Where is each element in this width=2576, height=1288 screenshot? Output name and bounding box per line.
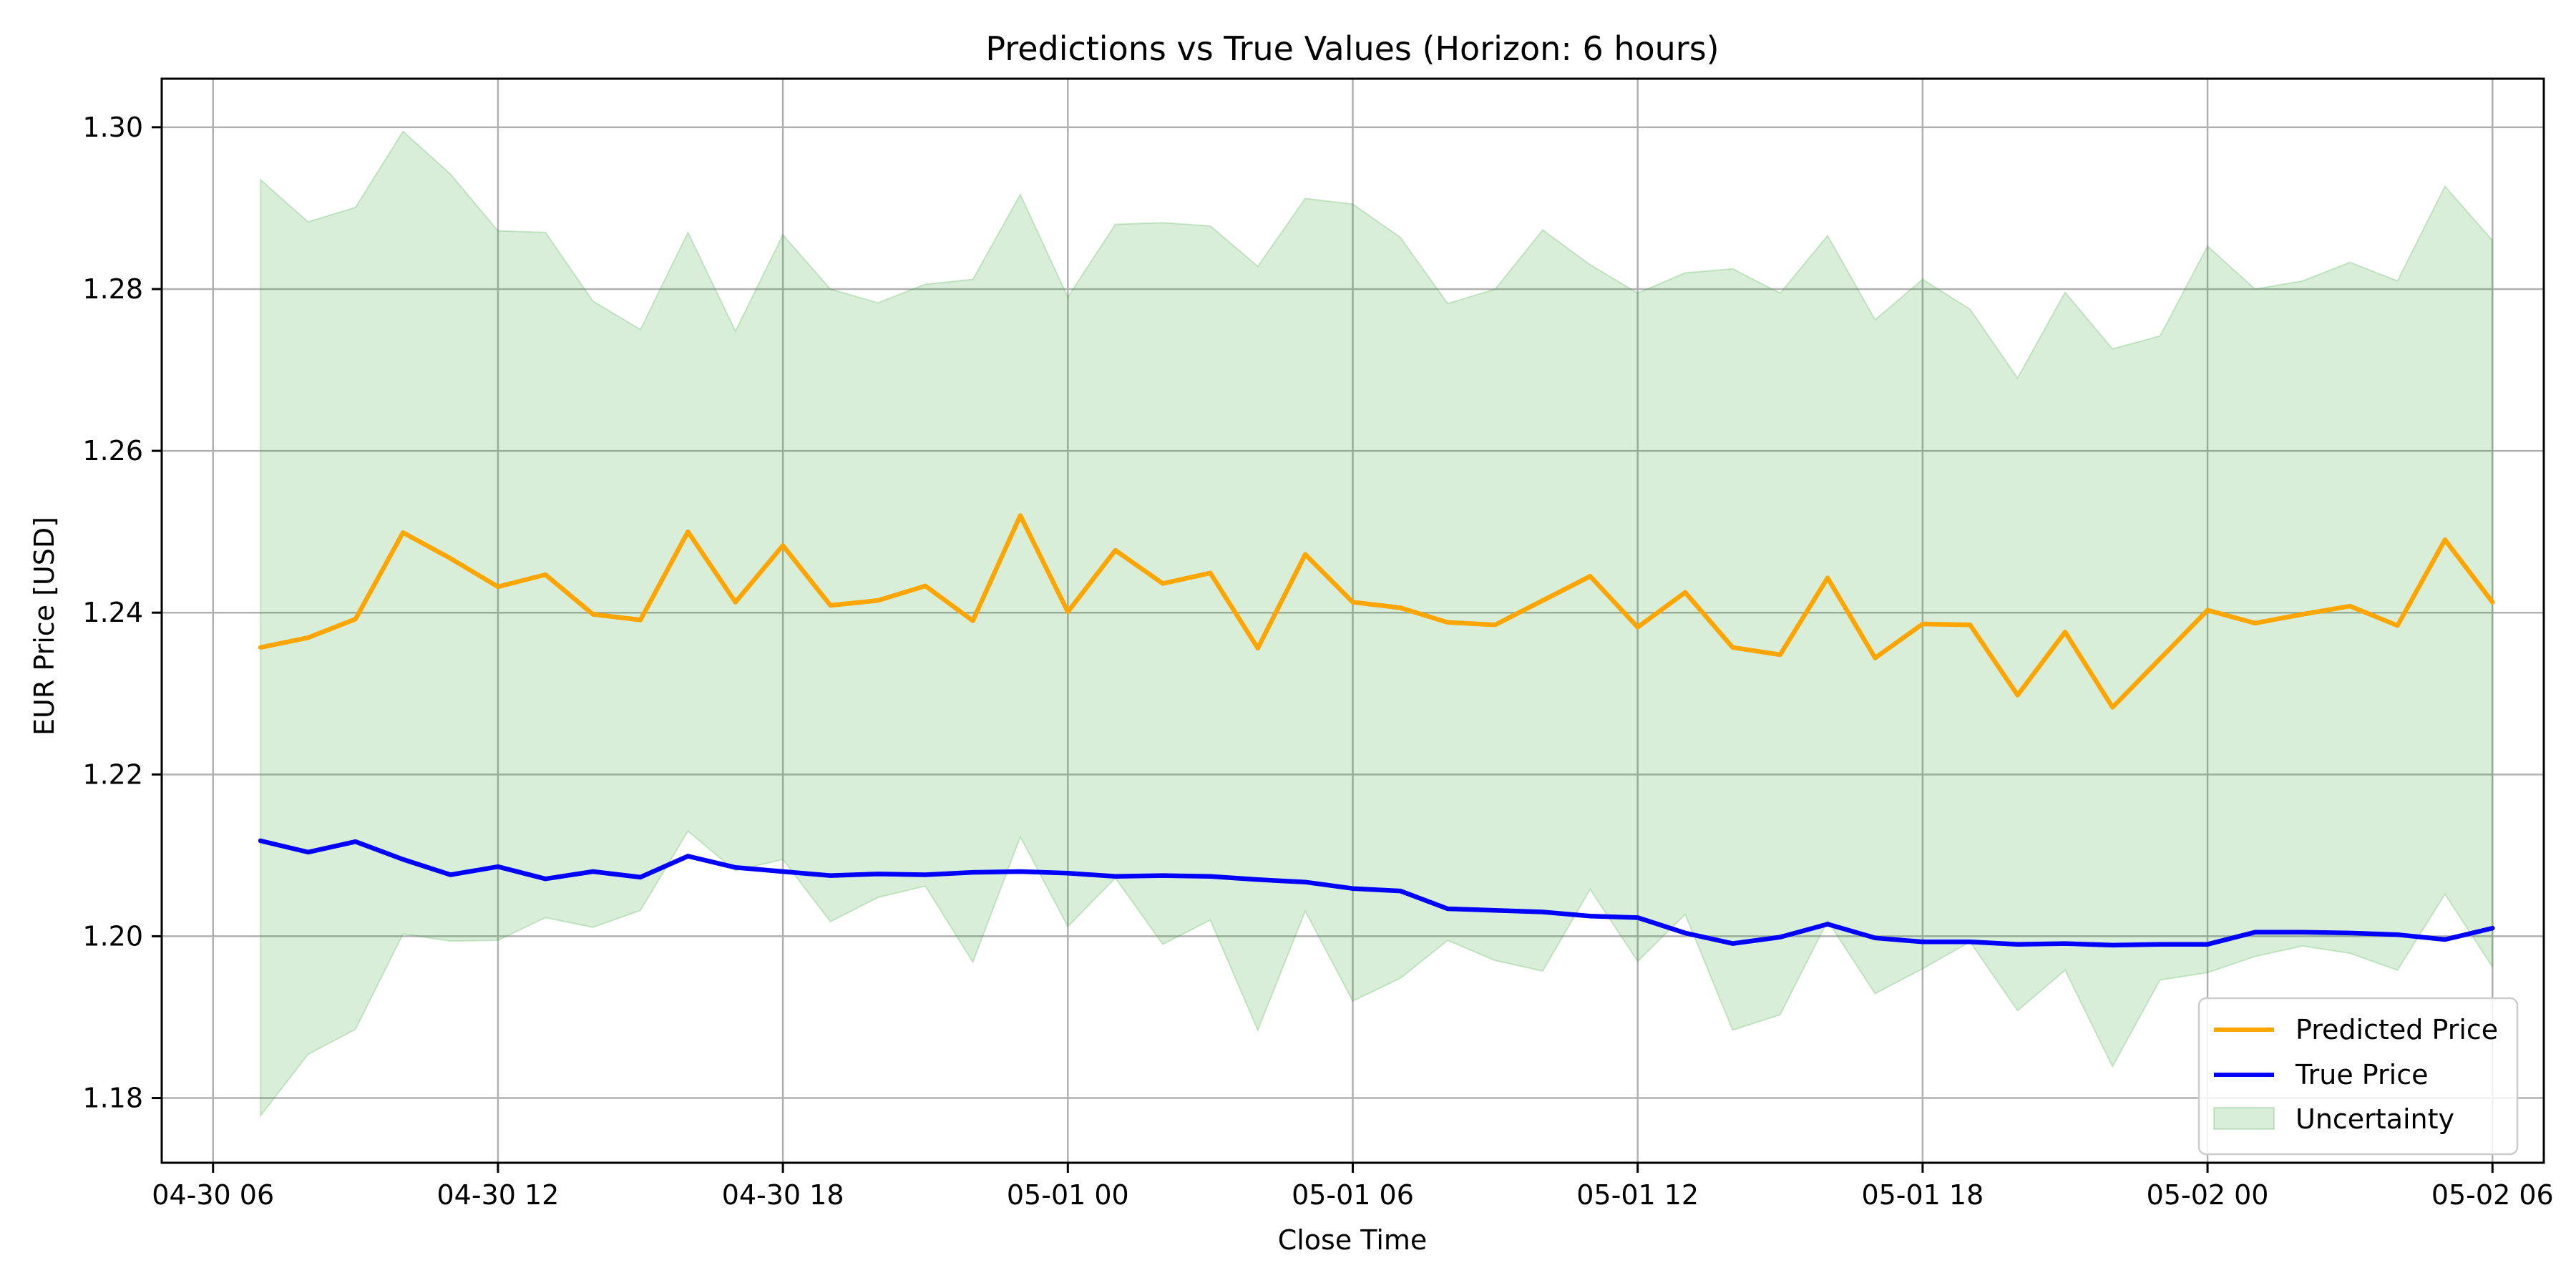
x-tick-label: 04-30 18 bbox=[722, 1179, 844, 1211]
axis-ticks: 04-30 06 04-30 12 04-30 18 05-01 00 05-01 06… bbox=[82, 112, 2553, 1211]
y-tick-label: 1.20 bbox=[82, 920, 143, 952]
x-axis-title: Close Time bbox=[1278, 1224, 1428, 1256]
predicted-price-line bbox=[258, 513, 2495, 710]
legend-swatch-uncertainty bbox=[2213, 1107, 2275, 1130]
y-tick-label: 1.28 bbox=[82, 273, 143, 305]
x-tick-label: 05-01 12 bbox=[1576, 1179, 1699, 1211]
x-tick-label: 05-02 00 bbox=[2147, 1179, 2269, 1211]
chart-title: Predictions vs True Values (Horizon: 6 h… bbox=[985, 29, 1719, 68]
x-tick-label: 04-30 06 bbox=[152, 1179, 274, 1211]
y-tick-label: 1.18 bbox=[82, 1083, 143, 1114]
y-tick-label: 1.24 bbox=[82, 597, 143, 628]
true-price-line bbox=[258, 838, 2495, 948]
legend-frame bbox=[2197, 997, 2519, 1156]
uncertainty-band-layer bbox=[260, 130, 2494, 1118]
x-tick-label: 05-01 00 bbox=[1007, 1179, 1129, 1211]
x-tick-label: 04-30 12 bbox=[437, 1179, 560, 1211]
y-tick-label: 1.30 bbox=[82, 112, 143, 143]
y-tick-label: 1.22 bbox=[82, 758, 143, 790]
y-axis-title: EUR Price [USD] bbox=[29, 517, 60, 736]
y-tick-label: 1.26 bbox=[82, 435, 143, 467]
legend: Predicted Price True Price Uncertainty bbox=[2197, 997, 2519, 1156]
x-tick-label: 05-02 06 bbox=[2431, 1179, 2554, 1211]
x-tick-label: 05-01 06 bbox=[1292, 1179, 1414, 1211]
grid bbox=[162, 79, 2544, 1163]
legend-label-true: True Price bbox=[2295, 1059, 2429, 1091]
series-layer bbox=[258, 513, 2495, 948]
legend-label-uncertainty: Uncertainty bbox=[2296, 1103, 2454, 1135]
x-tick-label: 05-01 18 bbox=[1861, 1179, 1984, 1211]
legend-label-predicted: Predicted Price bbox=[2296, 1014, 2498, 1045]
uncertainty-band bbox=[260, 130, 2494, 1118]
